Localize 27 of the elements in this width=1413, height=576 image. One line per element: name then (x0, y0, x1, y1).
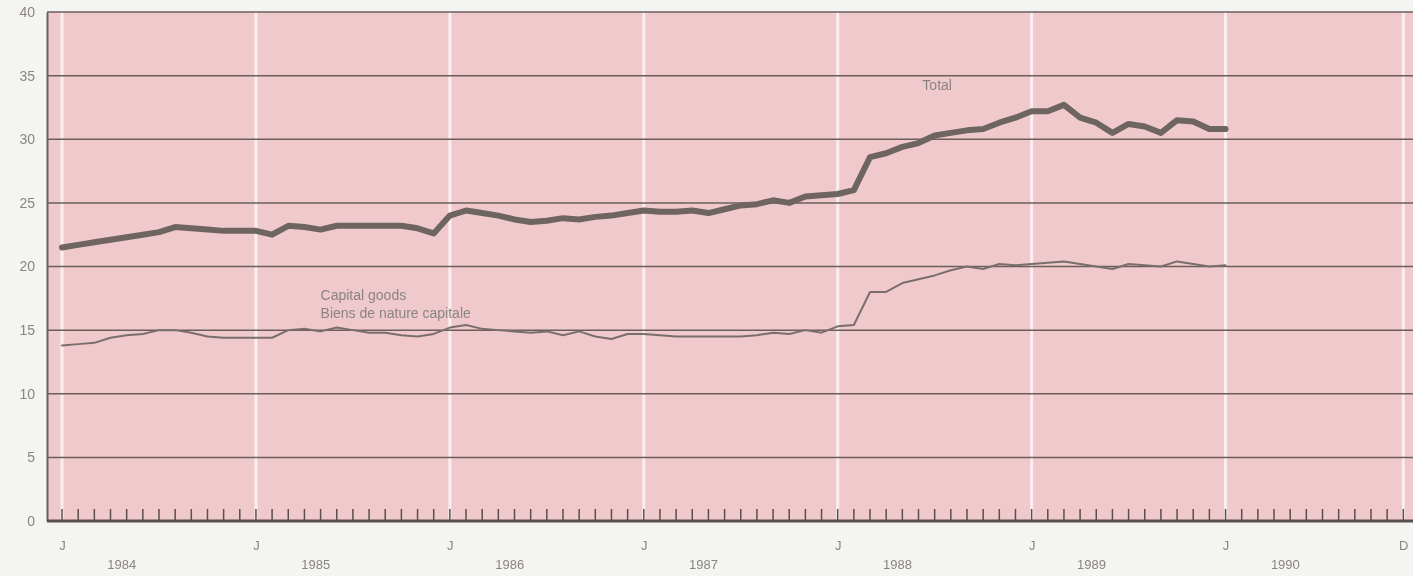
x-tick-label: J (253, 538, 260, 554)
text: 1986 (495, 557, 525, 572)
y-tick-label: 10 (19, 385, 36, 402)
x-tick-label: J (641, 538, 648, 554)
y-tick-label: 25 (19, 194, 36, 211)
x-tick-label: J (59, 538, 66, 554)
line-series (61, 260, 1227, 347)
x-tick-label: D (1399, 538, 1409, 554)
text: Total (922, 76, 952, 93)
x-tick-label: J (1222, 538, 1230, 554)
text: 1985 (301, 557, 331, 572)
text: 1988 (883, 557, 912, 572)
x-tick-label: J (834, 538, 842, 554)
x-tick-label: J (1028, 538, 1036, 554)
text: 1984 (107, 557, 137, 572)
text: 1990 (1270, 557, 1300, 572)
text: 1989 (1076, 557, 1106, 572)
x-tick-label: J (447, 538, 454, 554)
series-label: Capital goods Biens de nature capitale (320, 286, 472, 321)
y-tick-label: 30 (19, 131, 36, 148)
y-tick-label: 20 (19, 258, 36, 275)
text: 1987 (689, 557, 719, 572)
y-tick-label: 35 (19, 67, 36, 84)
y-tick-label: 0 (27, 512, 36, 529)
y-tick-label: 5 (27, 449, 36, 466)
y-tick-label: 40 (19, 3, 36, 20)
y-tick-label: 15 (19, 322, 36, 339)
